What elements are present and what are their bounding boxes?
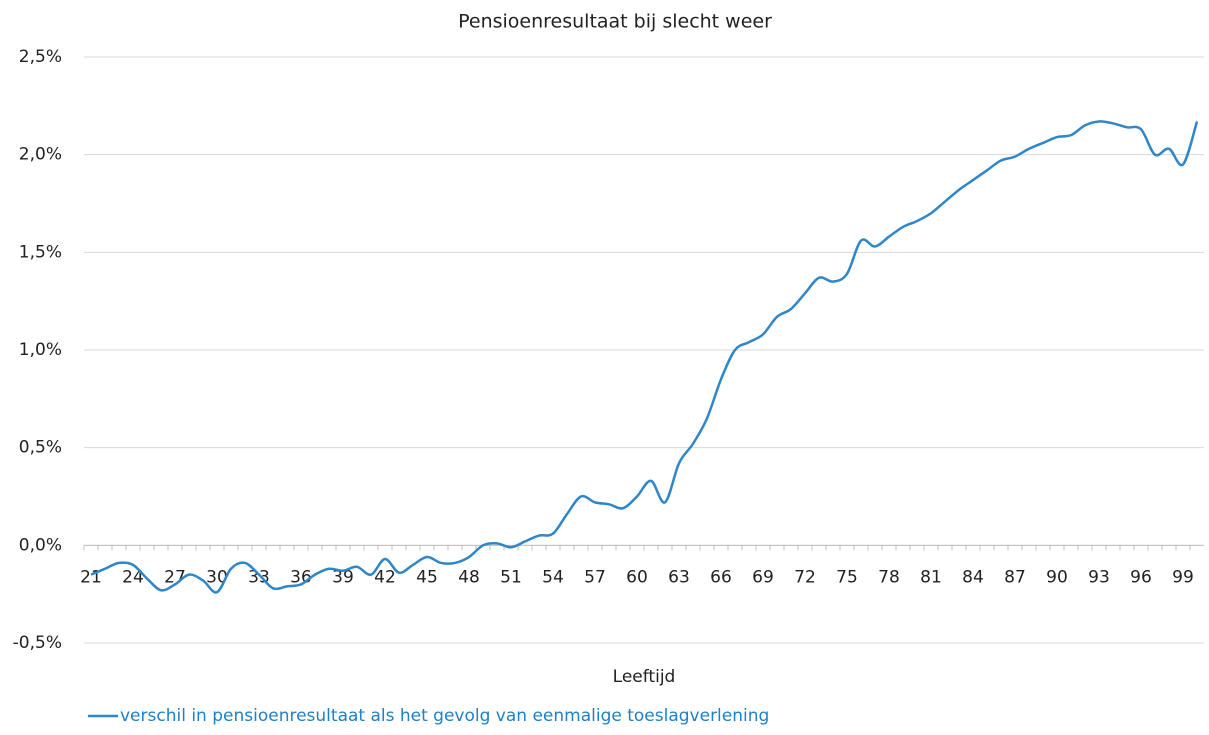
y-tick-label: 2,5% bbox=[19, 47, 62, 67]
x-tick-label: 51 bbox=[500, 567, 522, 587]
x-tick-label: 27 bbox=[164, 567, 186, 587]
x-tick-label: 96 bbox=[1130, 567, 1152, 587]
y-tick-label: 0,5% bbox=[19, 438, 62, 458]
x-tick-label: 99 bbox=[1172, 567, 1194, 587]
x-tick-label: 84 bbox=[962, 567, 984, 587]
y-tick-label: 0,0% bbox=[19, 535, 62, 555]
y-tick-label: 1,5% bbox=[19, 242, 62, 262]
x-tick-label: 60 bbox=[626, 567, 648, 587]
x-tick-label: 54 bbox=[542, 567, 564, 587]
y-tick-label: 1,0% bbox=[19, 340, 62, 360]
x-tick-label: 69 bbox=[752, 567, 774, 587]
x-tick-label: 57 bbox=[584, 567, 606, 587]
y-tick-label: -0,5% bbox=[13, 633, 62, 653]
x-axis-label: Leeftijd bbox=[613, 667, 676, 687]
x-tick-label: 72 bbox=[794, 567, 816, 587]
y-tick-label: 2,0% bbox=[19, 145, 62, 165]
x-tick-label: 90 bbox=[1046, 567, 1068, 587]
x-tick-label: 78 bbox=[878, 567, 900, 587]
x-tick-label: 39 bbox=[332, 567, 354, 587]
x-tick-label: 48 bbox=[458, 567, 480, 587]
x-tick-label: 45 bbox=[416, 567, 438, 587]
x-tick-label: 66 bbox=[710, 567, 732, 587]
x-tick-label: 81 bbox=[920, 567, 942, 587]
legend-label: verschil in pensioenresultaat als het ge… bbox=[120, 706, 769, 726]
data-line bbox=[90, 120, 1199, 594]
x-tick-label: 75 bbox=[836, 567, 858, 587]
x-tick-label: 24 bbox=[122, 567, 144, 587]
x-tick-label: 30 bbox=[206, 567, 228, 587]
x-tick-label: 87 bbox=[1004, 567, 1026, 587]
x-tick-label: 93 bbox=[1088, 567, 1110, 587]
chart-title: Pensioenresultaat bij slecht weer bbox=[458, 11, 772, 33]
x-tick-label: 42 bbox=[374, 567, 396, 587]
x-tick-label: 63 bbox=[668, 567, 690, 587]
